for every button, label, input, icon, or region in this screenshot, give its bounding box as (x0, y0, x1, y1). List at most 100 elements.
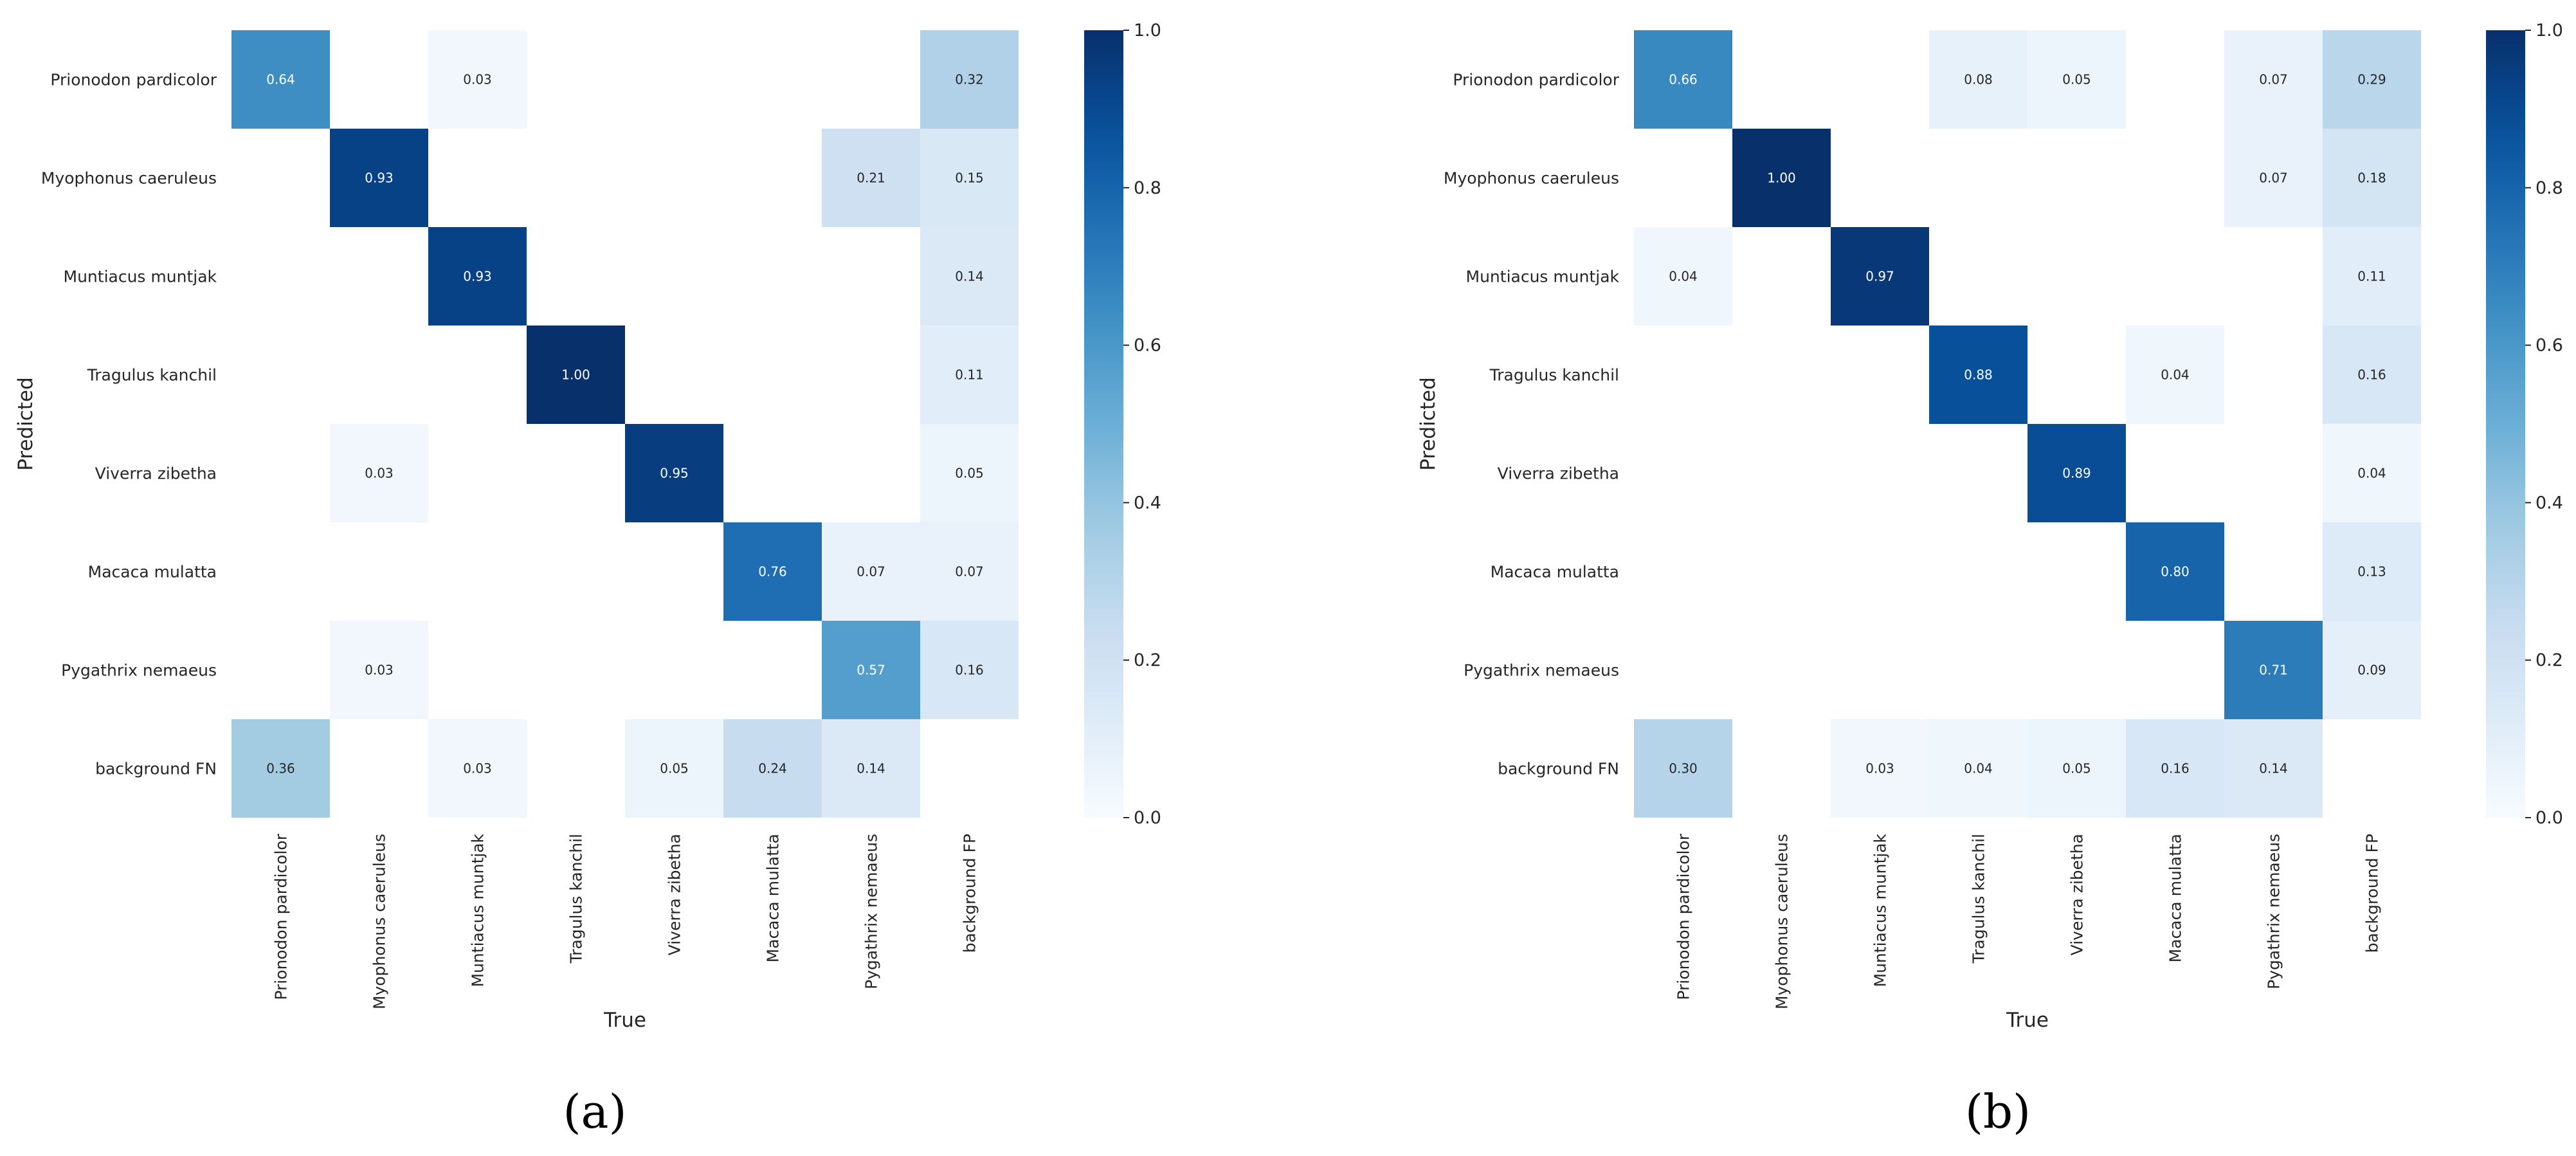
heatmap-cell (723, 719, 822, 818)
heatmap-cell (920, 424, 1019, 522)
cell-value-label: 0.30 (1669, 761, 1698, 776)
cell-value-label: 0.11 (955, 367, 984, 383)
heatmap-cell (2224, 621, 2323, 719)
heatmap-panel-a: 0.64 0.03 0.32 0.93 0.21 0.15 0.93 0.14 1.00 0.11… (14, 21, 1161, 1139)
cell-value-label: 1.00 (1767, 170, 1796, 186)
cell-value-label: 0.97 (1865, 269, 1894, 284)
cell-value-label: 0.03 (1865, 761, 1894, 776)
heatmap-cell (2323, 30, 2421, 129)
y-tick-label: Macaca mulatta (1491, 563, 1619, 582)
heatmap-cell (527, 326, 625, 424)
x-axis-label: True (603, 1009, 646, 1032)
heatmap-cell (2323, 326, 2421, 424)
cell-value-label: 0.15 (955, 170, 984, 186)
heatmap-cell (2323, 424, 2421, 522)
heatmap-cell (920, 621, 1019, 719)
heatmap-cell (2027, 719, 2126, 818)
x-axis-label: True (2006, 1009, 2049, 1032)
x-tick-label: Macaca mulatta (2166, 834, 2185, 962)
y-tick-label: background FN (95, 760, 217, 778)
cell-value-label: 0.36 (266, 761, 295, 776)
cell-value-label: 0.03 (365, 663, 394, 678)
heatmap-cell (330, 129, 428, 227)
cell-value-label: 0.24 (758, 761, 787, 776)
heatmap-cell (1732, 129, 1831, 227)
cell-value-label: 0.04 (1964, 761, 1993, 776)
cell-value-label: 0.29 (2357, 72, 2386, 87)
heatmap-cell (2323, 522, 2421, 621)
cell-value-label: 0.32 (955, 72, 984, 87)
colorbar-tick-label: 0.0 (2535, 808, 2563, 828)
y-tick-label: Viverra zibetha (95, 464, 217, 483)
y-tick-label: background FN (1498, 760, 1619, 778)
heatmap-cell (2126, 719, 2224, 818)
colorbar-tick-label: 1.0 (2535, 21, 2563, 41)
heatmap-cell (2323, 621, 2421, 719)
cell-value-label: 0.57 (857, 663, 885, 678)
cell-value-label: 0.04 (1669, 269, 1698, 284)
cell-value-label: 0.16 (2161, 761, 2190, 776)
x-tick-label: Muntiacus muntjak (1871, 833, 1890, 987)
x-tick-label: Tragulus kanchil (1970, 834, 1988, 964)
panel-label: (b) (1965, 1085, 2031, 1139)
heatmap-cell (1634, 719, 1732, 818)
cell-value-label: 0.09 (2357, 663, 2386, 678)
heatmap-cell (231, 30, 330, 129)
heatmap-cell (822, 719, 920, 818)
heatmap-cell (920, 227, 1019, 326)
y-tick-label: Prionodon pardicolor (1453, 71, 1619, 89)
heatmap-cell (2224, 129, 2323, 227)
x-tick-label: Prionodon pardicolor (1674, 833, 1693, 1000)
heatmap-cell (822, 621, 920, 719)
cell-value-label: 0.13 (2357, 564, 2386, 580)
cell-value-label: 1.00 (561, 367, 590, 383)
heatmap-cell (2323, 129, 2421, 227)
heatmap-cell (2126, 326, 2224, 424)
heatmap-cell (625, 719, 723, 818)
colorbar-tick-label: 0.6 (1134, 336, 1161, 356)
x-tick-label: Tragulus kanchil (567, 834, 586, 964)
heatmap-cell (231, 719, 330, 818)
colorbar-tick-label: 0.4 (1134, 493, 1161, 513)
cell-value-label: 0.93 (365, 170, 394, 186)
y-tick-label: Prionodon pardicolor (50, 71, 217, 89)
heatmap-cell (2027, 30, 2126, 129)
heatmap-cell (428, 227, 527, 326)
x-tick-label: Macaca mulatta (764, 834, 783, 962)
heatmap-cell (920, 522, 1019, 621)
cell-value-label: 0.03 (463, 72, 492, 87)
heatmap-cell (1929, 719, 2027, 818)
colorbar-tick-label: 0.8 (2535, 178, 2563, 198)
colorbar (2486, 30, 2525, 818)
y-tick-label: Macaca mulatta (88, 563, 217, 582)
cell-value-label: 0.14 (955, 269, 984, 284)
y-tick-label: Muntiacus muntjak (64, 268, 217, 286)
cell-value-label: 0.04 (2161, 367, 2190, 383)
heatmap-cell (2224, 30, 2323, 129)
x-tick-label: Viverra zibetha (666, 834, 684, 955)
cell-value-label: 0.16 (2357, 367, 2386, 383)
cell-value-label: 0.07 (955, 564, 984, 580)
cell-value-label: 0.16 (955, 663, 984, 678)
y-tick-label: Pygathrix nemaeus (61, 661, 217, 680)
cell-value-label: 0.05 (2062, 761, 2091, 776)
heatmap-cell (428, 30, 527, 129)
y-axis-label: Predicted (1417, 377, 1440, 471)
heatmap-cell (1929, 326, 2027, 424)
heatmap-cell (1634, 30, 1732, 129)
cell-value-label: 0.95 (660, 466, 689, 481)
colorbar-tick-label: 0.0 (1134, 808, 1161, 828)
cell-value-label: 0.64 (266, 72, 295, 87)
cell-value-label: 0.07 (857, 564, 885, 580)
cell-value-label: 0.89 (2062, 466, 2091, 481)
cell-value-label: 0.07 (2259, 170, 2288, 186)
cell-value-label: 0.18 (2357, 170, 2386, 186)
x-tick-label: background FP (961, 834, 979, 953)
x-tick-label: Prionodon pardicolor (272, 833, 291, 1000)
heatmap-cell (723, 522, 822, 621)
cell-value-label: 0.11 (2357, 269, 2386, 284)
cell-value-label: 0.88 (1964, 367, 1993, 383)
y-tick-label: Viverra zibetha (1498, 464, 1619, 483)
heatmap-cell (920, 129, 1019, 227)
